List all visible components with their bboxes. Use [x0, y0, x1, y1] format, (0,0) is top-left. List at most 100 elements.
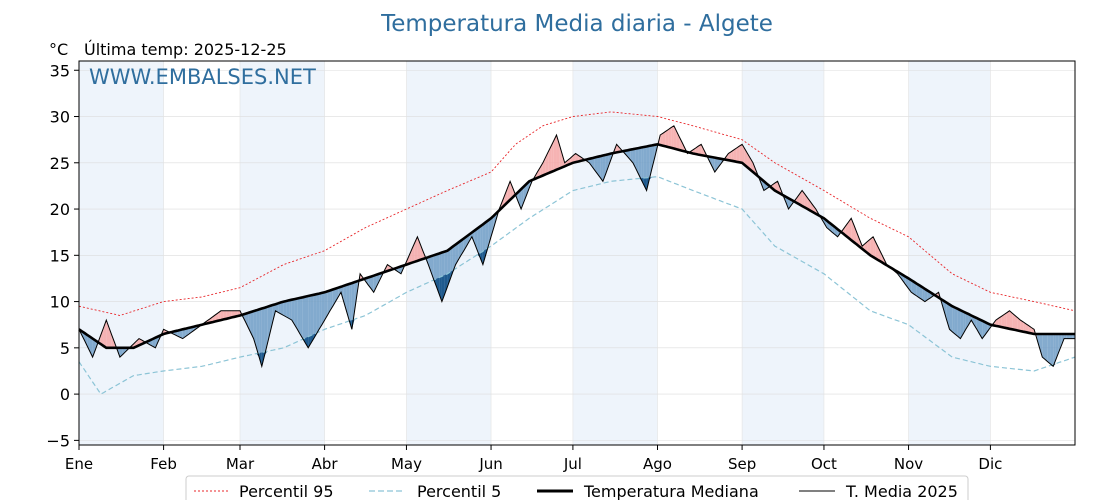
- fill-below-median: [788, 198, 792, 210]
- x-tick-label-ene: Ene: [65, 455, 93, 473]
- fill-below-median: [597, 156, 601, 178]
- fill-below-median: [946, 302, 950, 330]
- x-tick-label-abr: Abr: [312, 455, 339, 473]
- plot-frame: [78, 60, 1076, 446]
- x-tick-label-mar: Mar: [226, 455, 255, 473]
- fill-below-median: [630, 149, 633, 163]
- fill-above-median: [1023, 321, 1026, 333]
- fill-below-median: [259, 308, 262, 367]
- fill-below-p5: [447, 272, 451, 287]
- series-lines: [78, 111, 1076, 395]
- fill-below-median: [152, 337, 156, 348]
- fill-below-p5: [310, 334, 314, 344]
- legend-label-p5: Percentil 5: [417, 482, 501, 500]
- fill-above-median: [848, 218, 852, 241]
- fill-below-median: [308, 295, 311, 348]
- fill-below-p5: [444, 273, 448, 295]
- fill-above-median: [223, 310, 227, 320]
- fill-above-median: [548, 146, 552, 174]
- series-line-p95: [78, 111, 1076, 316]
- x-axis: Ene Feb Mar Abr May Jun Jul Ago Sep Oct Nov Dic: [65, 445, 1002, 473]
- fill-below-median: [253, 310, 257, 348]
- y-tick-label-15: 15: [50, 246, 70, 265]
- fill-below-p5: [480, 251, 483, 265]
- fill-below-p5: [308, 335, 311, 348]
- series-line-median: [78, 142, 1075, 350]
- fill-above-median: [856, 232, 860, 247]
- fill-below-median: [316, 293, 320, 334]
- fill-above-median: [1001, 314, 1005, 328]
- fill-below-median: [92, 338, 96, 358]
- y-tick-label--5: −5: [46, 431, 70, 450]
- fill-below-median: [1044, 333, 1048, 362]
- chart-title: Temperatura Media diaria - Algete: [380, 11, 773, 37]
- fill-above-median: [545, 151, 549, 175]
- fill-above-median: [679, 136, 683, 151]
- fill-below-median: [491, 215, 494, 237]
- fill-above-median: [1025, 323, 1029, 333]
- fill-below-median: [343, 284, 347, 311]
- fill-below-median: [1053, 333, 1056, 367]
- x-tick-label-jun: Jun: [478, 455, 502, 473]
- fill-above-median: [504, 188, 508, 206]
- fill-above-median: [870, 236, 874, 257]
- fill-above-median: [777, 181, 781, 194]
- fill-below-median: [916, 283, 920, 298]
- fill-below-median: [283, 300, 287, 317]
- x-tick-label-dic: Dic: [978, 455, 1002, 473]
- fill-above-median: [998, 316, 1002, 328]
- x-tick-label-feb: Feb: [150, 455, 177, 473]
- fill-below-median: [963, 311, 966, 334]
- fill-below-median: [919, 285, 923, 300]
- fill-above-median: [1004, 312, 1007, 329]
- fill-below-median: [641, 146, 644, 185]
- x-tick-label-may: May: [391, 455, 422, 473]
- fill-below-median: [485, 220, 489, 256]
- fill-below-median: [1047, 333, 1051, 365]
- fill-below-median: [278, 302, 281, 314]
- x-tick-label-nov: Nov: [894, 455, 923, 473]
- fill-below-median: [87, 334, 90, 352]
- fill-above-median: [774, 181, 778, 193]
- fill-below-median: [944, 301, 947, 321]
- y-tick-label-0: 0: [60, 385, 70, 404]
- fill-above-median: [226, 310, 230, 319]
- y-tick-label-10: 10: [50, 293, 70, 312]
- fill-above-median: [420, 243, 423, 260]
- fill-above-median: [553, 135, 557, 171]
- legend-label-current: T. Media 2025: [845, 482, 958, 500]
- fill-below-median: [433, 254, 437, 287]
- fill-below-median: [370, 275, 374, 293]
- fill-above-median: [660, 133, 663, 146]
- fill-below-median: [952, 306, 955, 334]
- fill-below-median: [1042, 333, 1045, 360]
- fill-above-median: [695, 146, 699, 155]
- fill-below-median: [250, 311, 254, 339]
- fill-below-median: [280, 301, 284, 316]
- fill-below-p5: [643, 177, 647, 191]
- fill-above-median: [802, 190, 805, 208]
- fill-above-median: [995, 318, 999, 327]
- fill-below-median: [957, 308, 961, 339]
- fill-below-median: [155, 336, 159, 348]
- fill-below-median: [256, 309, 260, 358]
- fill-below-median: [1058, 333, 1062, 353]
- fill-above-median: [1009, 310, 1013, 330]
- fill-above-median: [551, 140, 554, 173]
- fill-below-median: [471, 230, 475, 244]
- fill-below-median: [351, 282, 355, 330]
- x-tick-label-ago: Ago: [643, 455, 672, 473]
- fill-above-median: [540, 162, 543, 177]
- month-band-ene: [79, 61, 164, 445]
- fill-below-median: [338, 286, 341, 297]
- fill-below-median: [922, 287, 925, 302]
- fill-below-median: [523, 183, 527, 203]
- y-axis: −5 0 5 10 15 20 25 30 35: [46, 61, 79, 450]
- watermark: WWW.EMBALSES.NET: [89, 65, 316, 89]
- fill-below-median: [300, 297, 303, 339]
- fill-above-median: [878, 247, 882, 262]
- fill-below-median: [954, 307, 958, 337]
- fill-above-median: [616, 144, 620, 153]
- fill-below-p5: [305, 336, 309, 348]
- fill-above-median: [733, 147, 737, 162]
